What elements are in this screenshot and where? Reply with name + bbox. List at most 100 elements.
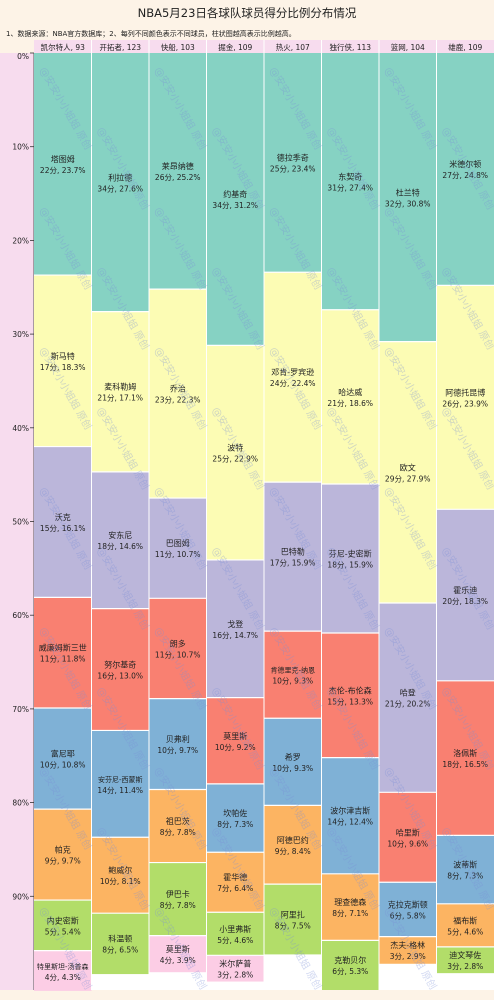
segment-value-label: 11分, 11.8%: [40, 655, 86, 664]
team-header: 快船, 103: [161, 42, 195, 52]
y-tick-label: 70%: [12, 705, 29, 714]
segment-value-label: 20分, 18.3%: [442, 597, 488, 606]
segment-name-label: 约基奇: [223, 189, 247, 199]
segment-value-label: 29分, 27.9%: [385, 474, 431, 483]
segment-name-label: 贝弗利: [166, 734, 190, 744]
segment-value-label: 24分, 22.4%: [270, 379, 316, 388]
segment-value-label: 8分, 7.3%: [217, 820, 253, 829]
y-tick-label: 0%: [17, 52, 29, 61]
segment-name-label: 戈登: [227, 619, 243, 629]
segment-value-label: 27分, 24.8%: [442, 171, 488, 180]
team-header: 凯尔特人, 93: [41, 42, 86, 52]
bar-segment: 阿德巴约 9分, 8.4%: [264, 804, 322, 885]
bar-rect: [91, 311, 149, 472]
segment-name-label: 东契奇: [338, 171, 362, 181]
segment-name-label: 霍华德: [223, 872, 247, 882]
bar-rect: [34, 275, 92, 447]
segment-value-label: 8分, 7.8%: [160, 828, 196, 837]
bar-segment: 沃克 15分, 16.1%: [34, 445, 92, 598]
bar-segment: 洛佩斯 18分, 16.5%: [436, 680, 494, 836]
bar-segment: 威廉姆斯三世 11分, 11.8%: [34, 596, 92, 708]
bar-segment: 霍乐迪 20分, 18.3%: [436, 508, 494, 681]
segment-name-label: 德拉季奇: [277, 153, 309, 163]
bar-segment: 巴特勒 17分, 15.9%: [264, 481, 322, 632]
bar-rect: [379, 792, 437, 883]
bar-segment: 小里弗斯 5分, 4.6%: [206, 911, 264, 956]
segment-value-label: 4分, 4.3%: [45, 973, 81, 982]
bar-segment: 坎帕佐 8分, 7.3%: [206, 783, 264, 853]
bar-rect: [436, 509, 494, 681]
segment-value-label: 15分, 13.3%: [327, 697, 373, 706]
segment-name-label: 莫里斯: [223, 731, 247, 741]
segment-value-label: 10分, 10.8%: [40, 761, 86, 770]
segment-name-label: 哈达威: [338, 387, 362, 397]
segment-name-label: 霍乐迪: [453, 585, 477, 595]
segment-name-label: 克拉克斯顿: [388, 899, 428, 909]
segment-value-label: 16分, 13.0%: [97, 672, 143, 681]
team-header: 热火, 107: [276, 42, 310, 52]
y-axis: 0% 10% 20% 30% 40% 50% 60% 70% 80% 90%: [0, 52, 35, 990]
segment-name-label: 米德尔顿: [449, 159, 481, 169]
segment-name-label: 威廉姆斯三世: [39, 643, 87, 653]
bar-rect: [436, 285, 494, 510]
segment-name-label: 坎帕佐: [223, 808, 247, 818]
bar-segment: 贝弗利 10分, 9.7%: [149, 697, 207, 790]
bar-segment: 芬尼-史密斯 18分, 15.9%: [321, 483, 379, 634]
segment-name-label: 波尔津吉斯: [330, 806, 370, 816]
segment-value-label: 3分, 2.8%: [217, 970, 253, 979]
segment-value-label: 18分, 14.6%: [97, 542, 143, 551]
bar-segment: 希罗 10分, 9.3%: [264, 717, 322, 806]
bar-rect: [321, 484, 379, 634]
bar-rect: [149, 789, 207, 863]
segment-name-label: 安东尼: [108, 530, 132, 540]
segment-value-label: 5分, 4.6%: [447, 927, 483, 936]
segment-name-label: 莱昂纳德: [162, 161, 194, 171]
segment-name-label: 杰夫-格林: [390, 940, 425, 950]
segment-name-label: 富尼耶: [51, 749, 75, 759]
segment-value-label: 25分, 22.9%: [212, 455, 258, 464]
bar-segment: 福布斯 5分, 4.6%: [436, 903, 494, 947]
bar-segment: 利拉德 34分, 27.6%: [91, 53, 149, 312]
segment-value-label: 14分, 12.4%: [327, 818, 373, 827]
bar-rect: [264, 884, 322, 955]
bar-rect: [321, 873, 379, 941]
bar-rect: [34, 446, 92, 598]
bar-rect: [321, 940, 379, 990]
segment-name-label: 哈里斯: [396, 827, 420, 837]
segment-name-label: 波特: [227, 443, 243, 453]
segment-value-label: 3分, 2.8%: [447, 962, 483, 971]
bar-segment: 莫里斯 4分, 3.9%: [149, 935, 207, 973]
segment-name-label: 邓肯-罗宾逊: [271, 367, 314, 377]
segment-value-label: 34分, 31.2%: [212, 201, 258, 210]
bar-rect: [379, 936, 437, 964]
bar-rect: [34, 900, 92, 951]
bar-segment: 波特 25分, 22.9%: [206, 344, 264, 560]
segment-value-label: 6分, 5.8%: [390, 911, 426, 920]
team-header: 掘金, 109: [218, 42, 252, 52]
segment-name-label: 科温顿: [108, 934, 132, 944]
bar-segment: 努尔基奇 16分, 13.0%: [91, 608, 149, 731]
chart-marks: 塔图姆 22分, 23.7% 斯马特 17分, 18.3% 沃克 15分, 16.1% 威廉…: [34, 53, 494, 991]
bar-segment: 东契奇 31分, 27.4%: [321, 53, 379, 310]
y-tick-label: 50%: [12, 518, 29, 527]
bar-segment: 斯马特 17分, 18.3%: [34, 274, 92, 447]
bar-segment: 塔图姆 22分, 23.7%: [34, 53, 92, 276]
bar-rect: [264, 631, 322, 719]
bar-rect: [206, 53, 264, 346]
segment-value-label: 21分, 17.1%: [97, 394, 143, 403]
segment-value-label: 8分, 7.5%: [275, 921, 311, 930]
segment-name-label: 杰伦-布伦森: [329, 685, 372, 695]
bar-segment: 富尼耶 10分, 10.8%: [34, 707, 92, 810]
segment-name-label: 祖巴茨: [166, 816, 190, 826]
segment-name-label: 洛佩斯: [453, 748, 477, 758]
bar-rect: [206, 559, 264, 698]
segment-value-label: 26分, 23.9%: [442, 399, 488, 408]
bar-rect: [149, 498, 207, 599]
bar-rect: [264, 482, 322, 632]
bar-segment: 霍华德 7分, 6.4%: [206, 851, 264, 913]
segment-name-label: 内史密斯: [47, 915, 79, 925]
bar-rect: [379, 341, 437, 604]
segment-name-label: 帕克: [55, 845, 71, 855]
bar-rect: [379, 53, 437, 342]
